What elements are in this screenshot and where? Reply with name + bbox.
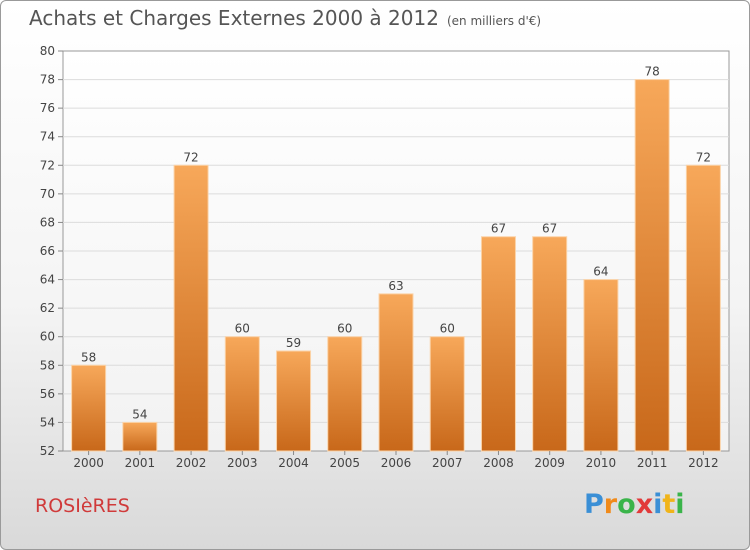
y-tick-label: 78 (40, 73, 55, 87)
bar-2000 (71, 364, 107, 452)
y-tick-label: 52 (40, 444, 55, 458)
data-label-2011: 78 (645, 65, 660, 79)
x-tick-label-2010: 2010 (586, 456, 617, 470)
bar-2010 (583, 279, 619, 452)
logo-letter: t (662, 489, 676, 520)
chart-subtitle: (en milliers d'€) (446, 14, 542, 28)
bar-2004 (276, 350, 312, 452)
y-tick-label: 66 (40, 244, 55, 258)
logo-letter: o (617, 489, 636, 520)
data-label-2004: 59 (286, 336, 301, 350)
town-name: ROSIèRES (35, 495, 130, 517)
logo-letter: r (603, 489, 618, 520)
bar-2003 (224, 336, 260, 452)
data-label-2001: 54 (132, 407, 147, 421)
y-tick-label: 80 (40, 44, 55, 58)
bar-2005 (327, 336, 363, 452)
bar-2008 (480, 236, 516, 452)
chart-title-text: Achats et Charges Externes 2000 à 2012 (29, 6, 439, 30)
y-axis-labels: 52 54 56 58 60 62 64 66 68 70 72 74 76 78 80 (40, 44, 55, 458)
data-label-2005: 60 (337, 322, 352, 336)
y-tick-label: 68 (40, 215, 55, 229)
x-tick-label-2004: 2004 (278, 456, 309, 470)
logo-letter: i (653, 489, 663, 520)
bar-2002 (173, 164, 209, 452)
y-tick-label: 60 (40, 330, 55, 344)
bar-2012 (685, 164, 721, 452)
x-tick-label-2007: 2007 (432, 456, 463, 470)
x-tick-label-2002: 2002 (176, 456, 207, 470)
data-label-2008: 67 (491, 222, 506, 236)
data-label-2009: 67 (542, 222, 557, 236)
bar-2009 (532, 236, 568, 452)
bar-2007 (429, 336, 465, 452)
y-tick-label: 72 (40, 158, 55, 172)
x-tick-label-2001: 2001 (125, 456, 156, 470)
data-label-2010: 64 (593, 265, 608, 279)
proxiti-logo: Proxiti (584, 489, 685, 520)
x-tick-label-2011: 2011 (637, 456, 668, 470)
y-tick-label: 58 (40, 358, 55, 372)
y-tick-label: 70 (40, 187, 55, 201)
bar-2011 (634, 79, 670, 452)
x-tick-label-2012: 2012 (688, 456, 719, 470)
x-tick-label-2000: 2000 (73, 456, 104, 470)
x-tick-label-2005: 2005 (329, 456, 360, 470)
y-tick-label: 64 (40, 273, 55, 287)
logo-letter: P (584, 489, 604, 520)
x-tick-label-2008: 2008 (483, 456, 514, 470)
x-tick-label-2009: 2009 (534, 456, 565, 470)
logo-letter: i (675, 489, 685, 520)
x-tick-label-2003: 2003 (227, 456, 258, 470)
bar-2001 (122, 421, 158, 452)
y-tick-label: 74 (40, 130, 55, 144)
data-label-2006: 63 (388, 279, 403, 293)
data-label-2012: 72 (696, 150, 711, 164)
chart-title: Achats et Charges Externes 2000 à 2012 (e… (29, 6, 541, 30)
bar-2006 (378, 293, 414, 452)
data-label-2002: 72 (183, 150, 198, 164)
data-label-2003: 60 (235, 322, 250, 336)
x-axis-labels: 2000 2001 2002 2003 2004 2005 2006 2007 2008 2009… (73, 451, 719, 470)
y-tick-label: 76 (40, 101, 55, 115)
logo-letter: x (635, 489, 654, 520)
y-tick-label: 54 (40, 415, 55, 429)
y-tick-label: 56 (40, 387, 55, 401)
data-label-2000: 58 (81, 350, 96, 364)
y-tick-label: 62 (40, 301, 55, 315)
x-tick-label-2006: 2006 (381, 456, 412, 470)
data-label-2007: 60 (440, 322, 455, 336)
bars: 58 54 72 60 59 60 63 60 67 67 64 78 72 (71, 65, 721, 452)
